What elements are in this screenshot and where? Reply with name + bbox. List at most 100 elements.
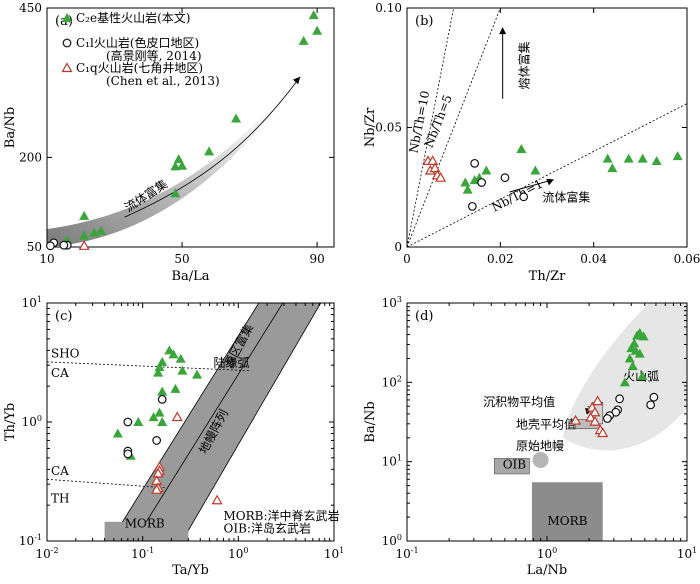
plot-frame: [406, 7, 688, 248]
legend: C₂e基性火山岩(本文) C₁l火山岩(色皮口地区)(高景刚等, 2014)C₁q…: [61, 10, 220, 88]
data-point: [672, 151, 683, 161]
x-tick-label: 0.02: [487, 252, 514, 266]
data-point: [204, 146, 215, 156]
data-point: [632, 330, 643, 340]
y-tick-label: 0.05: [375, 121, 402, 135]
data-point: [429, 162, 441, 173]
data-point: [170, 161, 181, 171]
data-point: [153, 367, 164, 377]
label-oib-definition: OIB:洋岛玄武岩: [224, 520, 311, 535]
x-axis-label: Ba/La: [171, 269, 209, 284]
y-tick-label: 200: [19, 150, 42, 164]
oib-box: [493, 458, 530, 475]
data-point: [646, 400, 656, 410]
x-axis-label: Ta/Yb: [172, 563, 209, 578]
data-point: [619, 377, 630, 387]
data-point: [602, 414, 612, 423]
data-point: [177, 365, 188, 375]
data-point: [637, 153, 648, 163]
x-tick-label: 100: [537, 546, 557, 561]
data-point: [602, 153, 613, 163]
data-point: [637, 371, 648, 381]
label-ca-lower: CA: [51, 464, 69, 478]
annotation-fluid-enrichment: 流体富集: [542, 190, 590, 205]
legend-reference: (高景刚等, 2014): [106, 48, 202, 63]
data-point: [45, 241, 55, 251]
x-tick-label: 10-1: [131, 546, 154, 561]
fluid-enrichment-band: [47, 73, 301, 247]
data-point: [170, 188, 181, 198]
data-point: [79, 230, 90, 240]
data-point: [427, 155, 439, 166]
data-point: [78, 240, 90, 250]
data-point: [469, 175, 480, 185]
data-point: [477, 178, 487, 187]
series-red: [78, 240, 90, 250]
y-tick-label: 101: [382, 454, 402, 469]
data-point: [627, 361, 638, 371]
panel-a: 流体富集10509050200450Ba/LaBa/Nb(a)C₂e基性火山岩(…: [3, 1, 335, 284]
y-tick-label: 100: [22, 414, 42, 429]
y-tick-label: 450: [19, 1, 42, 15]
data-point: [435, 171, 447, 182]
series-red: [422, 155, 447, 182]
data-point: [651, 155, 662, 165]
y-axis-label: Nb/Zr: [363, 107, 378, 147]
x-tick-label: 90: [309, 252, 324, 266]
data-point: [112, 428, 123, 438]
data-point: [152, 467, 164, 478]
data-point: [481, 165, 492, 175]
x-axis-label: Th/Zr: [529, 269, 566, 284]
ref-line-label: Nb/Th=1: [489, 177, 545, 215]
y-tick-label: 103: [382, 295, 402, 310]
label-sediment-average: 沉积物平均值: [483, 394, 555, 409]
data-point: [308, 10, 319, 20]
panel-d: 火山弧沉积物平均值地壳平均值原始地幔OIBMORB10-110010110010…: [363, 295, 697, 578]
series-green: [62, 10, 323, 244]
data-point: [462, 184, 473, 194]
data-point: [164, 345, 175, 355]
label-continental-arc: 陆缘弧: [213, 355, 249, 370]
data-point: [133, 417, 144, 426]
series-green: [619, 327, 649, 387]
data-point: [152, 436, 162, 445]
data-point: [171, 411, 183, 422]
label-morb: MORB: [125, 516, 165, 530]
panel-label: (c): [55, 309, 72, 324]
data-point: [154, 407, 165, 417]
data-point: [79, 210, 90, 220]
data-point: [157, 394, 167, 404]
data-point: [192, 369, 203, 379]
x-axis-label: La/Nb: [527, 563, 567, 578]
label-morb: MORB: [547, 514, 587, 528]
fluid-arrow: [509, 179, 552, 193]
y-tick-label: 102: [382, 374, 402, 389]
legend-entry: C₂e基性火山岩(本文): [76, 10, 190, 25]
data-point: [175, 353, 186, 363]
enrichment-boundary: [133, 303, 284, 541]
y-axis-label: Th/Yb: [3, 403, 18, 441]
label-crust-average: 地壳平均值: [516, 417, 576, 432]
series-black: [123, 394, 167, 459]
plot-frame: [46, 7, 335, 248]
data-point: [170, 383, 181, 393]
data-point: [154, 361, 165, 371]
x-tick-label: 0.06: [674, 252, 700, 266]
label-primitive-mantle: 原始地幔: [516, 438, 564, 453]
legend-entry: C₁l火山岩(色皮口地区): [76, 35, 199, 50]
data-point: [500, 173, 510, 183]
data-point: [623, 153, 634, 163]
data-point: [157, 386, 168, 396]
annotation-melt-enrichment: 熔体富集: [516, 41, 531, 89]
panel-label: (d): [415, 309, 433, 324]
data-point: [626, 343, 637, 353]
series-black: [602, 392, 659, 423]
y-tick-label: 101: [22, 295, 42, 310]
x-tick-label: 101: [677, 546, 697, 561]
x-tick-label: 101: [324, 546, 344, 561]
trend-arrow: [124, 76, 301, 218]
legend-marker: [61, 62, 73, 73]
label-th: TH: [51, 492, 69, 506]
